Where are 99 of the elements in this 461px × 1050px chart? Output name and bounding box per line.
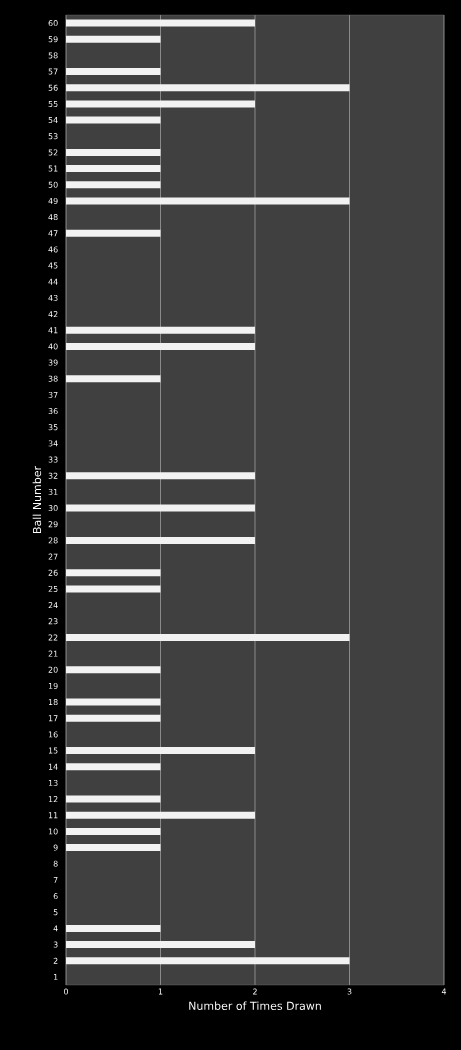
y-tick-label: 9 xyxy=(53,844,58,851)
y-tick-label: 15 xyxy=(48,747,58,754)
bar xyxy=(66,585,161,593)
y-axis-title: Ball Number xyxy=(32,465,42,533)
y-tick-label: 44 xyxy=(48,278,58,285)
bar xyxy=(66,844,161,852)
bar xyxy=(66,229,161,237)
y-tick-label: 22 xyxy=(48,634,58,641)
x-tick-label: 2 xyxy=(253,988,257,995)
bar xyxy=(66,536,255,544)
bar xyxy=(66,924,161,932)
y-tick-label: 60 xyxy=(48,20,58,27)
y-tick-label: 40 xyxy=(48,343,58,350)
bar xyxy=(66,35,161,43)
x-axis-title: Number of Times Drawn xyxy=(189,1001,321,1010)
bar xyxy=(66,569,161,577)
bar xyxy=(66,148,161,156)
bar xyxy=(66,747,255,755)
y-tick-label: 2 xyxy=(53,957,58,964)
y-tick-label: 5 xyxy=(53,909,58,916)
bar xyxy=(66,763,161,771)
y-tick-label: 1 xyxy=(53,974,58,980)
y-tick-label: 39 xyxy=(48,359,58,366)
y-tick-label: 16 xyxy=(48,731,58,738)
y-tick-label: 50 xyxy=(48,181,58,188)
y-tick-label: 11 xyxy=(48,812,58,819)
y-tick-label: 4 xyxy=(53,925,58,932)
x-tick-label: 1 xyxy=(158,988,163,995)
y-tick-label: 28 xyxy=(48,537,58,544)
y-tick-label: 37 xyxy=(48,391,58,398)
bar xyxy=(66,666,161,674)
y-tick-label: 14 xyxy=(48,763,58,770)
y-tick-label: 7 xyxy=(53,877,58,883)
y-tick-label: 48 xyxy=(48,214,58,221)
y-tick-label: 53 xyxy=(48,133,58,140)
y-tick-label: 10 xyxy=(48,828,58,835)
y-tick-label: 18 xyxy=(48,699,58,706)
y-tick-label: 38 xyxy=(48,375,58,382)
bar xyxy=(66,811,255,819)
y-tick-label: 20 xyxy=(48,666,58,673)
y-tick-label: 32 xyxy=(48,472,58,479)
bar xyxy=(66,100,255,108)
y-tick-label: 13 xyxy=(48,779,58,786)
y-tick-label: 26 xyxy=(48,569,58,576)
y-tick-label: 54 xyxy=(48,117,58,124)
y-tick-label: 55 xyxy=(48,100,58,107)
y-tick-label: 24 xyxy=(48,602,58,609)
y-tick-label: 59 xyxy=(48,36,58,43)
y-tick-label: 43 xyxy=(48,294,58,301)
bar xyxy=(66,197,350,205)
y-tick-label: 41 xyxy=(48,327,58,334)
y-tick-label: 3 xyxy=(53,941,58,948)
bar xyxy=(66,19,255,27)
y-tick-label: 57 xyxy=(48,68,58,75)
y-tick-label: 36 xyxy=(48,408,58,415)
y-tick-label: 12 xyxy=(48,796,58,803)
y-tick-label: 31 xyxy=(48,488,58,495)
bar xyxy=(66,698,161,706)
y-tick-label: 29 xyxy=(48,521,58,528)
bar xyxy=(66,504,255,512)
y-tick-label: 45 xyxy=(48,262,58,269)
y-tick-label: 51 xyxy=(48,165,58,172)
y-tick-label: 33 xyxy=(48,456,58,463)
bar xyxy=(66,827,161,835)
y-tick-label: 56 xyxy=(48,84,58,91)
y-tick-label: 42 xyxy=(48,311,58,318)
bar xyxy=(66,165,161,173)
bar xyxy=(66,472,255,480)
y-tick-label: 27 xyxy=(48,553,58,560)
bar xyxy=(66,795,161,803)
bar xyxy=(66,326,255,334)
y-tick-label: 25 xyxy=(48,585,58,592)
y-tick-label: 23 xyxy=(48,618,58,625)
y-tick-label: 46 xyxy=(48,246,58,253)
y-tick-label: 47 xyxy=(48,230,58,237)
bar xyxy=(66,941,255,949)
bar xyxy=(66,375,161,383)
bar xyxy=(66,957,350,965)
bar xyxy=(66,633,350,641)
x-tick-label: 4 xyxy=(441,988,447,995)
bar xyxy=(66,714,161,722)
y-tick-label: 21 xyxy=(48,650,58,657)
bar xyxy=(66,181,161,189)
y-tick-label: 19 xyxy=(48,682,58,689)
bar xyxy=(66,68,161,76)
bar xyxy=(66,84,350,92)
bar xyxy=(66,342,255,350)
y-tick-label: 34 xyxy=(48,440,58,447)
x-tick-label: 3 xyxy=(347,988,352,995)
y-tick-label: 49 xyxy=(48,197,58,204)
y-tick-label: 30 xyxy=(48,505,58,512)
x-tick-label: 0 xyxy=(63,988,69,995)
bar xyxy=(66,116,161,124)
y-tick-label: 58 xyxy=(48,52,58,59)
y-tick-label: 8 xyxy=(53,860,58,867)
y-tick-label: 6 xyxy=(53,893,58,900)
y-tick-label: 52 xyxy=(48,149,58,156)
y-tick-label: 17 xyxy=(48,715,58,722)
y-tick-label: 35 xyxy=(48,424,58,431)
